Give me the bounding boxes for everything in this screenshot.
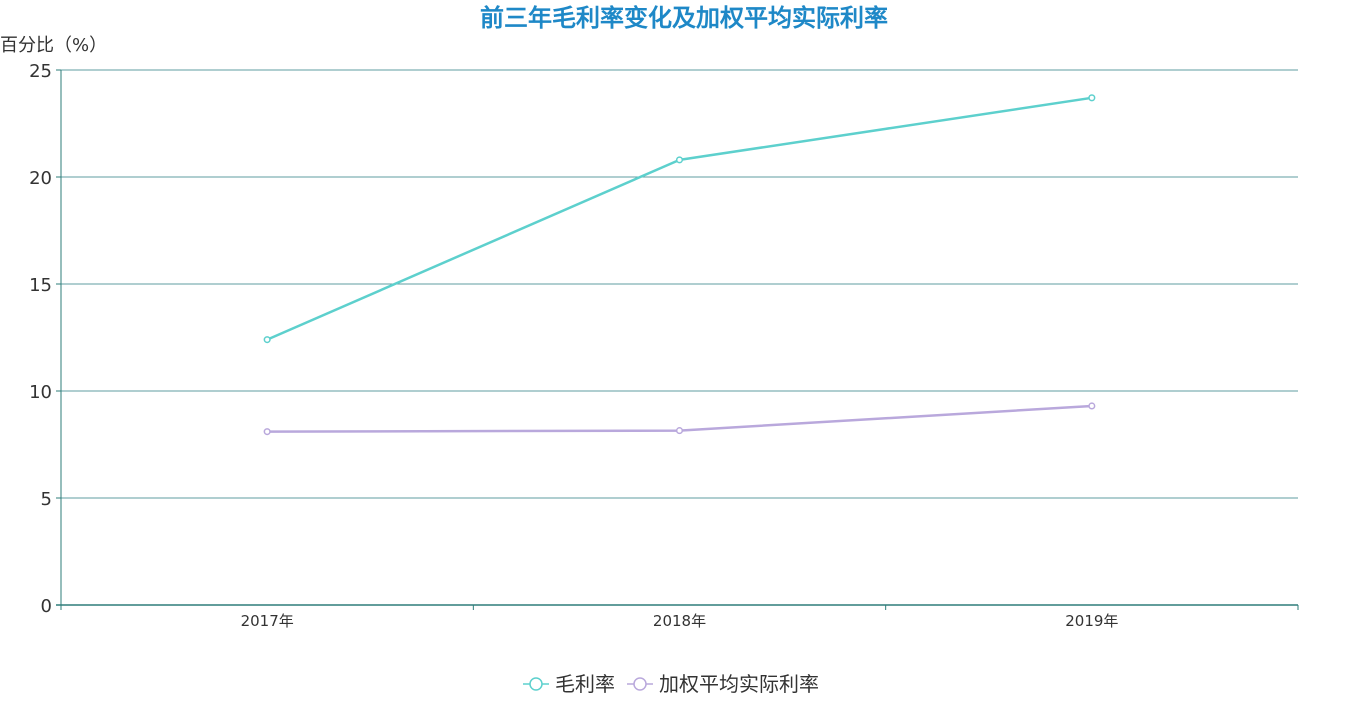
series-lines — [263, 94, 1096, 436]
x-tick-label: 2018年 — [653, 612, 706, 630]
y-axis-label: 百分比（%） — [0, 35, 107, 56]
y-tick-label: 0 — [41, 596, 52, 617]
series-line — [266, 96, 1093, 341]
legend-label: 毛利率 — [555, 672, 615, 696]
y-tick-labels: 0 5 10 15 20 25 — [29, 61, 52, 617]
legend[interactable]: 毛利率 加权平均实际利率 — [523, 672, 819, 696]
legend-marker-icon — [529, 677, 543, 691]
legend-marker-icon — [633, 677, 647, 691]
y-tick-label: 10 — [29, 382, 52, 403]
data-point — [675, 427, 684, 435]
data-point — [1088, 402, 1096, 410]
chart-title: 前三年毛利率变化及加权平均实际利率 — [480, 4, 888, 32]
data-point — [263, 336, 271, 344]
legend-item[interactable]: 毛利率 — [523, 672, 615, 696]
legend-label: 加权平均实际利率 — [659, 672, 819, 696]
x-tick-label: 2017年 — [241, 612, 294, 630]
y-tick-label: 5 — [41, 489, 52, 510]
grid-lines — [61, 69, 1298, 499]
data-point — [263, 428, 271, 436]
data-point — [675, 156, 684, 164]
data-point — [1088, 94, 1096, 102]
y-tick-label: 25 — [29, 61, 52, 82]
x-tick-labels: 2017年 2018年 2019年 — [241, 612, 1119, 630]
legend-item[interactable]: 加权平均实际利率 — [627, 672, 819, 696]
y-tick-label: 15 — [29, 275, 52, 296]
y-tick-label: 20 — [29, 168, 52, 189]
x-tick-label: 2019年 — [1065, 612, 1118, 630]
axes — [56, 69, 1299, 610]
